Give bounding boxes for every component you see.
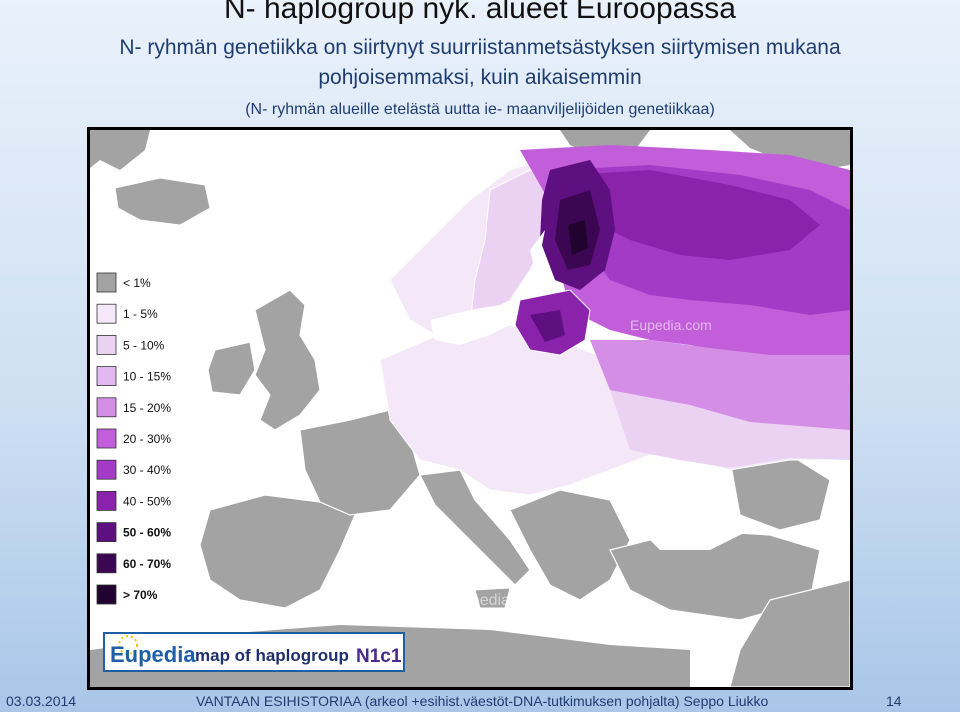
legend-swatch (96, 553, 117, 574)
middle-east-region (729, 579, 850, 687)
legend-label: > 70% (123, 588, 158, 602)
footer-date: 03.03.2014 (6, 693, 77, 709)
footer-text: VANTAAN ESIHISTORIAA (arkeol +esihist.vä… (196, 693, 769, 709)
great-britain-region (254, 289, 321, 431)
footer-page-number: 14 (886, 693, 902, 709)
legend-label: 60 - 70% (123, 557, 171, 571)
italy-region (419, 469, 531, 586)
legend-swatch (96, 522, 117, 543)
legend-label: 5 - 10% (123, 338, 165, 352)
baltic-sea (430, 230, 545, 345)
brand-text: map of haplogroup (195, 646, 349, 665)
ireland-region (207, 341, 256, 396)
brand-haplogroup: N1c1 (356, 646, 402, 667)
brand-box (103, 632, 405, 672)
legend-swatch (96, 334, 117, 355)
legend-swatch (96, 366, 117, 387)
greenland-region (90, 130, 150, 170)
legend-swatch (96, 490, 117, 511)
slide-subtitle-line1: N- ryhmän genetiikka on siirtynyt suurri… (119, 36, 841, 59)
legend-label: 20 - 30% (123, 432, 171, 446)
legend-label: 1 - 5% (123, 307, 158, 321)
slide-note: (N- ryhmän alueille etelästä uutta ie- m… (245, 101, 715, 118)
legend-label: 30 - 40% (123, 463, 171, 477)
map-svg: Eupedia.com © Eupedia.com < 1% 1 - 5% 5 - … (90, 130, 850, 687)
legend-swatch (96, 272, 117, 293)
caspian-sea (830, 465, 850, 550)
baltics-core-zone (530, 310, 565, 342)
haplogroup-map: Eupedia.com © Eupedia.com < 1% 1 - 5% 5 - … (87, 127, 853, 690)
legend-label: 50 - 60% (123, 526, 171, 540)
finland-n-over-70-zone (568, 220, 588, 255)
legend-label: < 1% (123, 276, 151, 290)
iberia-region (199, 494, 356, 609)
eupedia-brand-banner: Eupedia map of haplogroup N1c1 (103, 632, 405, 672)
balkans-region (509, 489, 631, 601)
ukraine-n-5-10-zone (610, 390, 850, 468)
novaya-zemlya-region (730, 130, 850, 170)
slide-subtitle-line2: pohjoisemmaksi, kuin aikaisemmin (318, 66, 642, 89)
france-region (299, 409, 421, 516)
sicily-region (474, 587, 511, 609)
map-watermark-top: Eupedia.com (630, 317, 712, 333)
slide-title: N- haplogroup nyk. alueet Euroopassa (224, 0, 736, 25)
russia-n-15-20-zone (590, 340, 850, 430)
legend-label: 10 - 15% (123, 370, 171, 384)
iceland-region (114, 177, 211, 226)
russia-n-40-50-zone (570, 170, 820, 260)
legend-swatch (96, 303, 117, 324)
eu-stars-icon (118, 635, 138, 655)
legend-swatch (96, 584, 117, 605)
legend-label: 15 - 20% (123, 401, 171, 415)
legend-label: 40 - 50% (123, 494, 171, 508)
legend-swatch (96, 397, 117, 418)
brand-name: Eupedia (110, 642, 196, 667)
map-legend: < 1% 1 - 5% 5 - 10% 10 - 15% 15 - 20% 20 - 30… (96, 272, 171, 605)
black-sea (630, 505, 750, 550)
legend-swatch (96, 428, 117, 449)
legend-swatch (96, 459, 117, 480)
map-watermark-bottom: © Eupedia.com (435, 592, 545, 609)
